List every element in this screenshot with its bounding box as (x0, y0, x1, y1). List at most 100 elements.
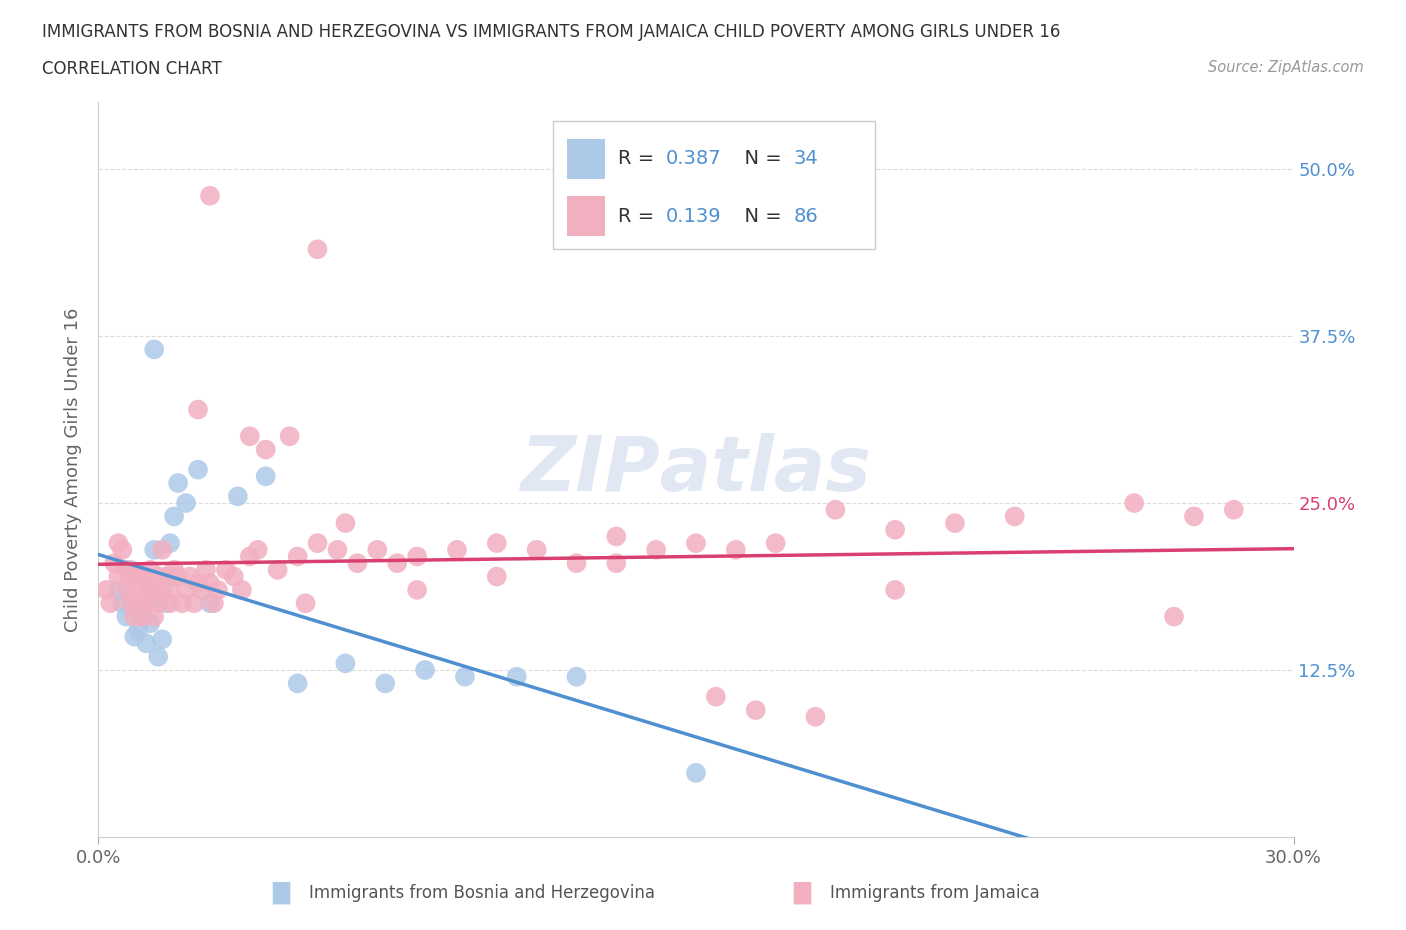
Point (745, 703, 768, 718)
Point (124, 630, 146, 644)
Point (163, 509, 186, 524)
Text: 0.139: 0.139 (666, 206, 721, 226)
Text: ZIP​atlas: ZIP​atlas (520, 432, 872, 507)
Text: N =: N = (733, 150, 787, 168)
FancyBboxPatch shape (553, 121, 876, 249)
Point (222, 569, 245, 584)
Point (131, 569, 153, 584)
Point (198, 576, 221, 591)
Point (127, 596, 149, 611)
Y-axis label: Child Poverty Among Girls Under 16: Child Poverty Among Girls Under 16 (63, 308, 82, 631)
Text: R =: R = (619, 150, 661, 168)
Point (139, 582, 162, 597)
Point (124, 582, 146, 597)
Point (307, 536, 329, 551)
Point (187, 576, 209, 591)
Text: Immigrants from Bosnia and Herzegovina: Immigrants from Bosnia and Herzegovina (309, 884, 655, 902)
Point (1163, 609, 1185, 624)
Point (172, 596, 194, 611)
Point (824, 502, 846, 517)
Point (246, 542, 269, 557)
Point (1004, 509, 1026, 524)
Point (605, 529, 627, 544)
Point (167, 569, 190, 584)
Point (346, 556, 368, 571)
Point (139, 563, 162, 578)
Point (765, 536, 787, 551)
Point (645, 542, 668, 557)
Point (107, 536, 129, 551)
Point (565, 670, 588, 684)
Point (565, 556, 588, 571)
Point (307, 242, 329, 257)
Point (366, 542, 388, 557)
Point (294, 596, 316, 611)
Point (254, 469, 277, 484)
Text: █: █ (273, 882, 290, 904)
Point (139, 591, 162, 606)
FancyBboxPatch shape (567, 196, 605, 236)
Point (267, 563, 290, 578)
Point (143, 582, 166, 597)
Point (115, 582, 138, 597)
Point (804, 710, 827, 724)
Point (135, 596, 157, 611)
Point (150, 542, 173, 557)
Text: IMMIGRANTS FROM BOSNIA AND HERZEGOVINA VS IMMIGRANTS FROM JAMAICA CHILD POVERTY : IMMIGRANTS FROM BOSNIA AND HERZEGOVINA V… (42, 23, 1060, 41)
Point (143, 342, 166, 357)
Point (254, 442, 277, 457)
Text: █: █ (793, 882, 810, 904)
Point (115, 563, 138, 578)
Point (406, 549, 429, 564)
Text: Immigrants from Jamaica: Immigrants from Jamaica (830, 884, 1039, 902)
Point (335, 656, 357, 671)
Point (143, 542, 166, 557)
Point (183, 596, 205, 611)
Point (148, 596, 170, 611)
Point (526, 542, 548, 557)
Text: R =: R = (619, 206, 661, 226)
Point (1223, 502, 1246, 517)
Point (202, 596, 225, 611)
Point (685, 536, 707, 551)
Point (374, 676, 396, 691)
Text: N =: N = (733, 206, 787, 226)
Point (1182, 509, 1205, 524)
Point (1123, 496, 1146, 511)
Point (198, 189, 221, 204)
Point (174, 582, 197, 597)
Point (198, 596, 221, 611)
Point (159, 596, 181, 611)
Point (96, 582, 118, 597)
Point (413, 662, 436, 677)
Point (120, 569, 142, 584)
Point (148, 649, 170, 664)
Point (179, 569, 201, 584)
Point (231, 582, 253, 597)
Point (127, 569, 149, 584)
Point (150, 631, 173, 646)
Point (704, 689, 727, 704)
Point (506, 670, 529, 684)
Point (278, 429, 301, 444)
Text: 86: 86 (794, 206, 818, 226)
Point (485, 536, 508, 551)
Point (167, 475, 190, 490)
Point (685, 765, 707, 780)
Point (135, 636, 157, 651)
Point (287, 676, 309, 691)
Point (287, 549, 309, 564)
Point (143, 609, 166, 624)
Point (485, 569, 508, 584)
Point (446, 542, 468, 557)
Point (226, 489, 249, 504)
Point (127, 622, 149, 637)
Point (98, 596, 122, 611)
Point (239, 549, 262, 564)
Point (207, 582, 229, 597)
Point (155, 596, 177, 611)
Point (155, 569, 177, 584)
Point (195, 563, 218, 578)
Point (943, 515, 966, 530)
Point (131, 609, 153, 624)
